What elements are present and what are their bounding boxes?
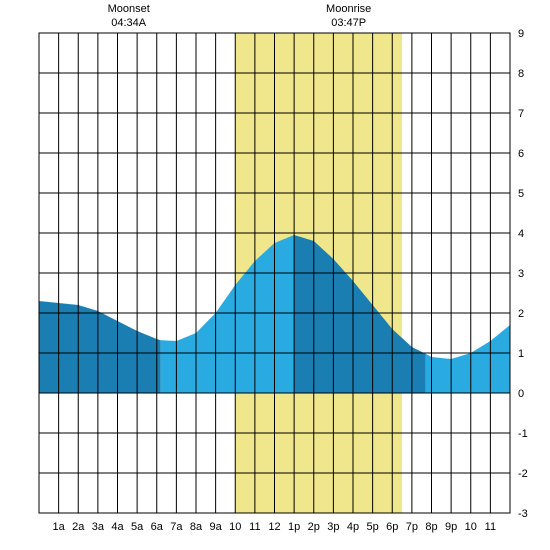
x-tick-label: 6a: [151, 521, 164, 533]
y-tick-label: 2: [518, 308, 524, 320]
x-tick-label: 5p: [367, 521, 379, 533]
x-tick-label: 1p: [288, 521, 300, 533]
y-tick-label: 7: [518, 108, 524, 120]
y-tick-label: 4: [518, 228, 524, 240]
x-tick-label: 12: [268, 521, 280, 533]
x-tick-label: 8a: [190, 521, 203, 533]
x-tick-label: 2a: [72, 521, 85, 533]
x-tick-label: 11: [249, 521, 260, 533]
y-tick-label: 8: [518, 68, 524, 80]
x-tick-label: 9a: [210, 521, 223, 533]
x-tick-label: 8p: [425, 521, 437, 533]
y-tick-label: -1: [518, 428, 528, 440]
y-tick-label: 1: [518, 348, 524, 360]
tide-chart: -3-2-101234567891a2a3a4a5a6a7a8a9a101112…: [0, 0, 550, 550]
y-tick-label: -2: [518, 468, 528, 480]
x-tick-label: 1a: [53, 521, 66, 533]
x-tick-label: 9p: [445, 521, 457, 533]
x-tick-label: 10: [229, 521, 241, 533]
x-tick-label: 3a: [92, 521, 105, 533]
moonset-label: Moonset: [108, 3, 150, 15]
x-tick-label: 7p: [406, 521, 418, 533]
y-tick-label: 3: [518, 268, 524, 280]
y-tick-label: -3: [518, 508, 528, 520]
x-tick-label: 7a: [170, 521, 183, 533]
tide-segment-0: [39, 301, 161, 393]
x-tick-label: 4p: [347, 521, 359, 533]
chart-svg: -3-2-101234567891a2a3a4a5a6a7a8a9a101112…: [0, 0, 550, 550]
moonrise-time: 03:47P: [331, 17, 366, 29]
moonset-time: 04:34A: [111, 17, 147, 29]
y-tick-label: 6: [518, 148, 524, 160]
moonrise-label: Moonrise: [326, 3, 371, 15]
x-tick-label: 11: [485, 521, 496, 533]
y-tick-label: 0: [518, 388, 524, 400]
x-tick-label: 5a: [131, 521, 144, 533]
x-tick-label: 10: [465, 521, 477, 533]
y-tick-label: 5: [518, 188, 524, 200]
x-tick-label: 3p: [327, 521, 339, 533]
y-tick-label: 9: [518, 28, 524, 40]
x-tick-label: 2p: [308, 521, 320, 533]
x-tick-label: 6p: [386, 521, 398, 533]
x-tick-label: 4a: [111, 521, 124, 533]
tide-segment-3: [426, 325, 510, 393]
